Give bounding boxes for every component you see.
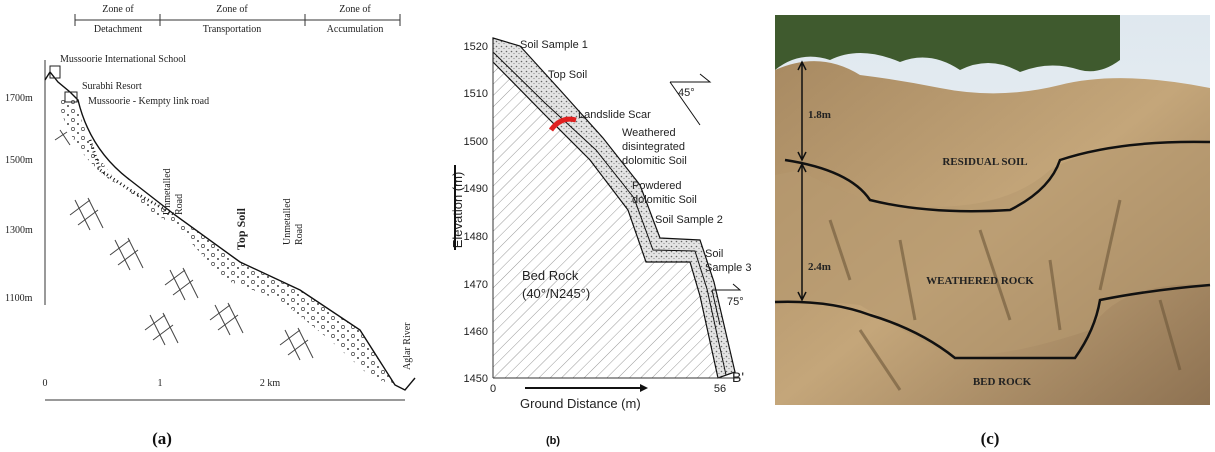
zone: Transportation <box>203 24 262 35</box>
y-tick-label: 1460 <box>464 326 488 338</box>
annotation: Soil Sample 1 <box>520 39 588 51</box>
annotation: Sample 3 <box>705 262 751 274</box>
rock-label: Bed Rock <box>522 268 579 283</box>
annotation: Top Soil <box>548 69 587 81</box>
x-tick-label: 0 <box>490 383 496 395</box>
annotation: disintegrated <box>622 141 685 153</box>
top-soil-label: Top Soil <box>234 207 248 250</box>
annotation: dolomitic Soil <box>632 194 697 206</box>
annotation: Powdered <box>632 180 682 192</box>
annotation: Soil <box>705 248 723 260</box>
y-tick-label: 1450 <box>464 373 488 385</box>
place-label: Surabhi Resort <box>82 81 142 92</box>
angle-label: 45° <box>678 87 695 99</box>
annotation: dolomitic Soil <box>622 155 687 167</box>
y-tick-label: 1520 <box>464 41 488 53</box>
x-tick-label: 56 <box>714 383 726 395</box>
zone: Zone of <box>339 4 371 15</box>
y-tick-label: 1480 <box>464 231 488 243</box>
elevation: 1300m <box>5 225 33 236</box>
zone: Detachment <box>94 24 143 35</box>
angle-label: 75° <box>727 296 744 308</box>
scale-label: 1 <box>158 378 163 389</box>
panel-a: Zone of Detachment Zone of Transportatio… <box>5 4 415 448</box>
annotation: Landslide Scar <box>578 109 651 121</box>
annotation: Weathered <box>622 127 676 139</box>
caption: (c) <box>981 429 1000 448</box>
road-label: Unmetalled <box>162 168 173 215</box>
layer-label: WEATHERED ROCK <box>926 275 1034 287</box>
rock-label: (40°/N245°) <box>522 286 590 301</box>
caption: (b) <box>546 435 560 447</box>
scale-label: 2 km <box>260 378 281 389</box>
elevation: 1700m <box>5 93 33 104</box>
elevation: 1500m <box>5 155 33 166</box>
scale-label: 0 <box>43 378 48 389</box>
panel-c: 1.8m 2.4m RESIDUAL SOIL WEATHERED ROCK B… <box>775 15 1210 448</box>
y-tick-label: 1500 <box>464 136 488 148</box>
x-axis-title: Ground Distance (m) <box>520 396 641 411</box>
thickness-label: 1.8m <box>808 109 831 121</box>
zone: Zone of <box>102 4 134 15</box>
y-axis-title: Elevation (m) <box>450 172 465 249</box>
figure: Zone of Detachment Zone of Transportatio… <box>0 0 1215 452</box>
road-label: Road <box>174 194 185 215</box>
place-label: Mussoorie International School <box>60 54 186 65</box>
road-label: Unmetalled <box>282 198 293 245</box>
elevation: 1100m <box>5 293 33 304</box>
place-label: Mussoorie - Kempty link road <box>88 96 209 107</box>
y-tick-label: 1470 <box>464 279 488 291</box>
zone: Accumulation <box>327 24 384 35</box>
annotation: Soil Sample 2 <box>655 214 723 226</box>
layer-label: RESIDUAL SOIL <box>942 156 1027 168</box>
zone: Zone of <box>216 4 248 15</box>
layer-label: BED ROCK <box>973 376 1032 388</box>
panel-b: 1520 1510 1500 1490 1480 1470 1460 1450 … <box>450 38 751 447</box>
thickness-label: 2.4m <box>808 261 831 273</box>
road-label: Road <box>294 224 305 245</box>
y-tick-label: 1490 <box>464 183 488 195</box>
river-label: Aglar River <box>402 322 413 370</box>
y-ticks: 1520 1510 1500 1490 1480 1470 1460 1450 <box>464 41 488 385</box>
y-tick-label: 1510 <box>464 88 488 100</box>
caption: (a) <box>152 429 172 448</box>
end-label: B' <box>732 369 744 385</box>
